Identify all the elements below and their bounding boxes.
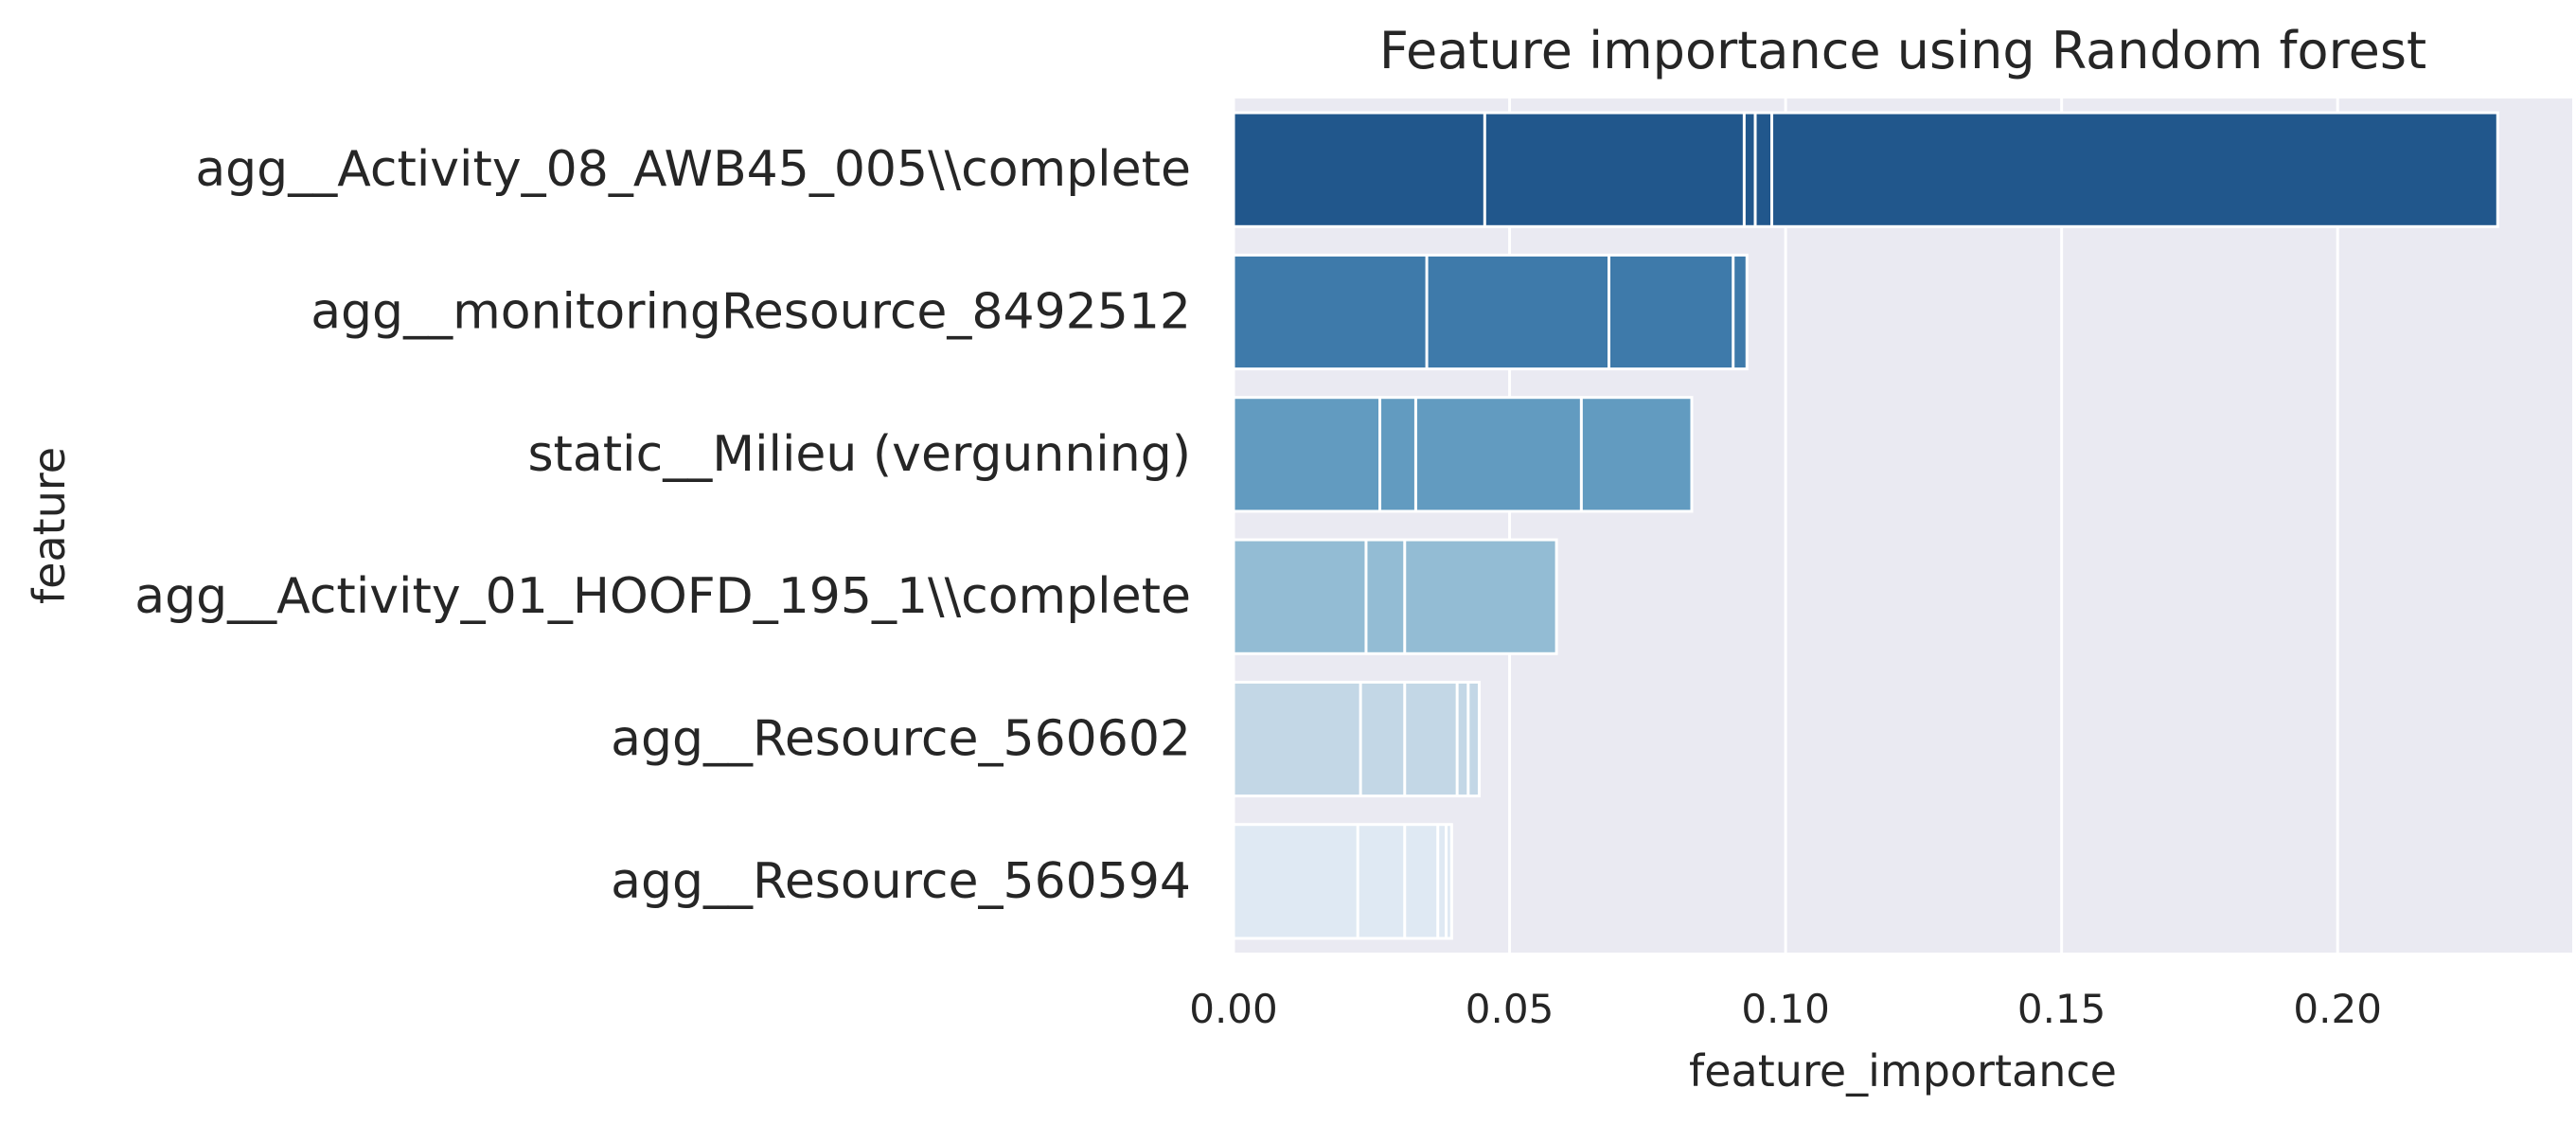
category-label: agg__monitoringResource_8492512 bbox=[311, 284, 1191, 341]
category-labels: agg__Activity_08_AWB45_005\\complete agg_… bbox=[134, 141, 1191, 910]
x-tick-label: 0.05 bbox=[1466, 986, 1554, 1032]
x-axis-label: feature_importance bbox=[1689, 1045, 2117, 1097]
bar bbox=[1232, 253, 1749, 371]
category-label: static__Milieu (vergunning) bbox=[527, 426, 1191, 483]
x-tick-label: 0.15 bbox=[2017, 986, 2106, 1032]
category-label: agg__Activity_01_HOOFD_195_1\\complete bbox=[134, 568, 1191, 625]
bars bbox=[1232, 111, 2499, 940]
gridlines bbox=[1232, 98, 2339, 953]
bar bbox=[1232, 396, 1694, 513]
bar bbox=[1232, 823, 1453, 940]
bar bbox=[1232, 111, 2499, 228]
x-tick-label: 0.10 bbox=[1741, 986, 1830, 1032]
plot-background bbox=[1234, 98, 2572, 953]
x-tick-labels: 0.00 0.05 0.10 0.15 0.20 bbox=[1189, 986, 2382, 1032]
bar bbox=[1232, 538, 1558, 655]
x-tick-label: 0.00 bbox=[1189, 986, 1278, 1032]
x-tick-label: 0.20 bbox=[2293, 986, 2382, 1032]
bar bbox=[1232, 680, 1481, 798]
category-label: agg__Activity_08_AWB45_005\\complete bbox=[195, 141, 1191, 198]
category-label: agg__Resource_560594 bbox=[611, 853, 1191, 910]
category-label: agg__Resource_560602 bbox=[611, 711, 1191, 768]
chart-title: Feature importance using Random forest bbox=[1379, 21, 2426, 80]
y-axis-label: feature bbox=[24, 447, 75, 604]
